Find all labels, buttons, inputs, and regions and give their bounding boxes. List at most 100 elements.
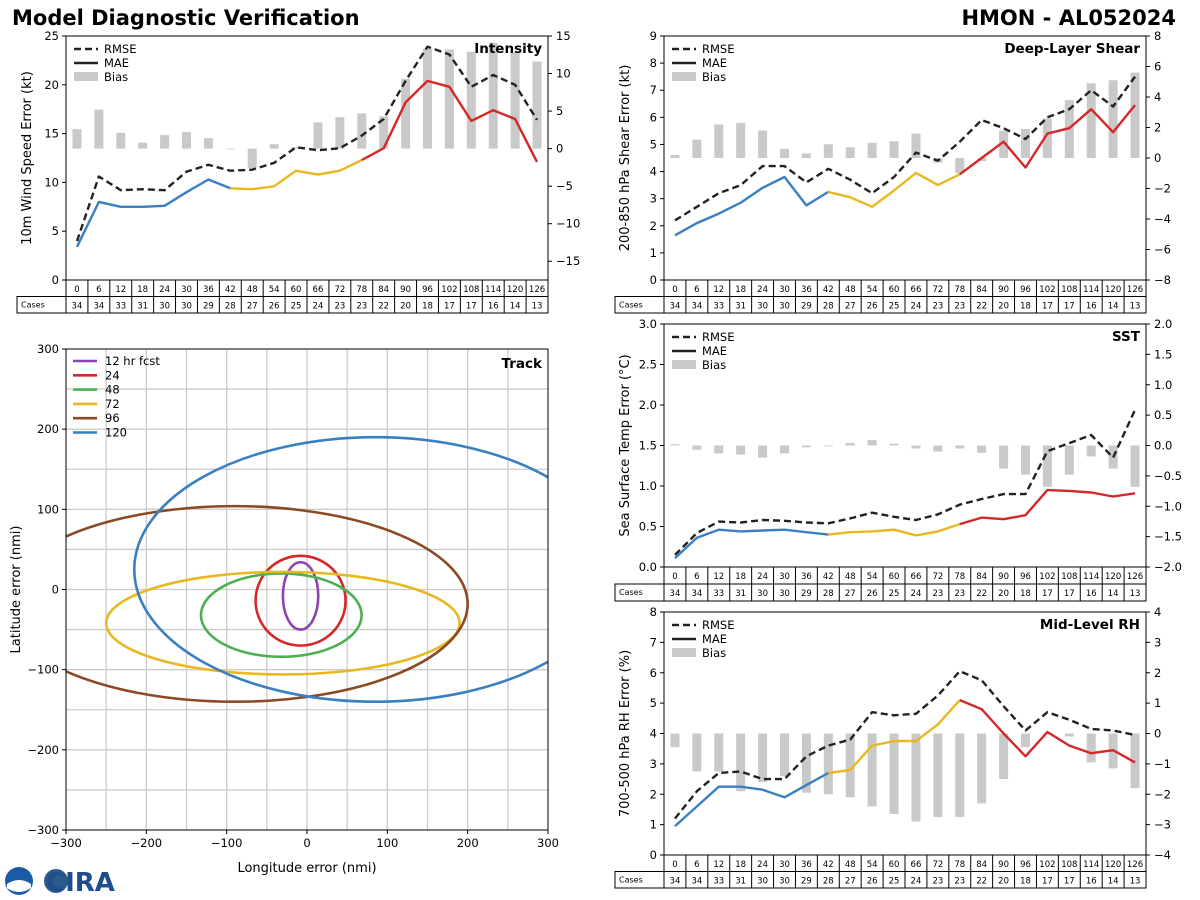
sst-bias-bar — [955, 445, 965, 449]
shear-table-case: 26 — [867, 302, 878, 312]
rh-table-cases-label: Cases — [619, 876, 643, 885]
track-ellipse — [104, 570, 461, 676]
shear-bias-bar — [670, 154, 680, 158]
rh-bias-bar — [1086, 733, 1096, 763]
sst-table-case: 30 — [779, 589, 790, 599]
sst-legend-bias-swatch — [672, 360, 696, 369]
shear-ytick-label: 4 — [650, 165, 657, 179]
track-ellipses — [66, 435, 548, 704]
shear-mae-line-seg1 — [674, 175, 829, 237]
shear-ytick-label: 0 — [650, 273, 657, 287]
rh-table-hour: 78 — [954, 860, 965, 870]
cira-logo: CIRA — [5, 867, 115, 896]
sst-table-case: 16 — [1086, 589, 1097, 599]
sst-table-case: 29 — [801, 589, 812, 599]
sst-table-hour: 102 — [1039, 572, 1055, 582]
sst-bias-bar — [933, 445, 943, 452]
intensity-mae-line-seg2 — [230, 158, 363, 191]
rh-table-hour: 102 — [1039, 860, 1055, 870]
rh-bias-bar — [692, 733, 702, 772]
intensity-y2tick-label: 10 — [556, 67, 571, 81]
rh-bias-bar — [801, 733, 811, 793]
track-ytick-label: 300 — [37, 342, 59, 356]
rh-table-case: 14 — [1108, 877, 1119, 887]
intensity-bias-bar — [225, 148, 235, 150]
sst-table-case: 14 — [1108, 589, 1119, 599]
sst-y2tick-label: −1.0 — [1154, 499, 1182, 513]
sst-table-case: 22 — [976, 589, 987, 599]
sst-bias-bar — [801, 445, 811, 448]
shear-table-label-cell — [614, 296, 665, 314]
intensity-bias-bar — [423, 48, 432, 149]
track-legend-label: 48 — [105, 383, 120, 397]
track-xtick-label: −300 — [50, 836, 82, 850]
sst-table-case: 34 — [691, 589, 702, 599]
intensity-table-hour: 42 — [225, 285, 236, 295]
shear-legend-bias: Bias — [702, 70, 726, 84]
rh-table-case: 28 — [823, 877, 834, 887]
intensity-legend-mae: MAE — [104, 56, 129, 70]
intensity-table-case: 23 — [334, 302, 345, 312]
sst-y2tick-label: −0.5 — [1154, 469, 1182, 483]
shear-table-hour: 36 — [801, 285, 812, 295]
sst-ytick-label: 2.5 — [639, 358, 657, 372]
track-xtick-label: 200 — [457, 836, 479, 850]
rh-y2tick-label: −4 — [1154, 848, 1171, 862]
shear-table-cases-label: Cases — [619, 301, 643, 310]
rh-bias-bar — [955, 733, 965, 818]
intensity-y2tick-label: −10 — [556, 217, 580, 231]
shear-table-case: 17 — [1064, 302, 1075, 312]
shear-table-hour: 126 — [1127, 285, 1143, 295]
rh-table-case: 23 — [954, 877, 965, 887]
rh-bias-bar — [867, 733, 877, 807]
intensity-table-case: 30 — [181, 302, 192, 312]
rh-ylabel: 700-500 hPa RH Error (%) — [618, 650, 633, 817]
sst-table-hour: 36 — [801, 572, 812, 582]
sst-table-hour: 48 — [845, 572, 856, 582]
track-xtick-label: −100 — [211, 836, 243, 850]
shear-table-case: 16 — [1086, 302, 1097, 312]
shear-table-case: 27 — [845, 302, 856, 312]
intensity-bias-bar — [379, 116, 389, 149]
rh-table-hour: 84 — [976, 860, 987, 870]
shear-ylabel: 200-850 hPa Shear Error (kt) — [618, 65, 633, 252]
sst-table-hour: 6 — [694, 572, 699, 582]
sst-bias-bar — [977, 445, 987, 453]
sst-ytick-label: 2.0 — [639, 398, 657, 412]
rh-legend-rmse: RMSE — [702, 618, 734, 632]
rh-mae-line-seg3 — [959, 698, 1136, 764]
sst-legend-mae: MAE — [702, 344, 727, 358]
sst-table-case: 33 — [713, 589, 724, 599]
intensity-bias-bar — [532, 61, 542, 149]
sst-bias-bar — [1130, 445, 1140, 487]
shear-bias-bar — [867, 142, 877, 158]
track-legend-label: 96 — [105, 411, 120, 425]
sst-bias-bar — [867, 440, 877, 446]
rh-table-case: 30 — [779, 877, 790, 887]
intensity-table-cases-label: Cases — [21, 301, 45, 310]
intensity-bias-bar — [203, 138, 213, 149]
rh-table-case: 16 — [1086, 877, 1097, 887]
sst-table-case: 27 — [845, 589, 856, 599]
track-ytick-label: −200 — [27, 743, 59, 757]
rh-y2tick-label: −3 — [1154, 818, 1171, 832]
intensity-table-case: 13 — [532, 302, 543, 312]
shear-bias-bar — [1042, 118, 1052, 158]
intensity-legend-bias: Bias — [104, 70, 128, 84]
shear-table-hour: 120 — [1105, 285, 1121, 295]
intensity-table-hour: 96 — [422, 285, 433, 295]
intensity-ytick-label: 5 — [52, 224, 59, 238]
intensity-bias-bar — [138, 142, 148, 149]
page-title: Model Diagnostic Verification — [12, 6, 360, 30]
intensity-table-hour: 0 — [74, 285, 79, 295]
intensity-ytick-label: 10 — [44, 175, 59, 189]
shear-y2tick-label: −6 — [1154, 243, 1171, 257]
intensity-bias-bar — [247, 148, 257, 169]
shear-table-case: 22 — [976, 302, 987, 312]
shear-table-hour: 108 — [1061, 285, 1077, 295]
rh-table-case: 23 — [932, 877, 943, 887]
intensity-ytick-label: 15 — [44, 127, 59, 141]
intensity-table-hour: 54 — [269, 285, 280, 295]
shear-bias-bar — [714, 124, 724, 158]
shear-bias-bar — [758, 130, 768, 158]
